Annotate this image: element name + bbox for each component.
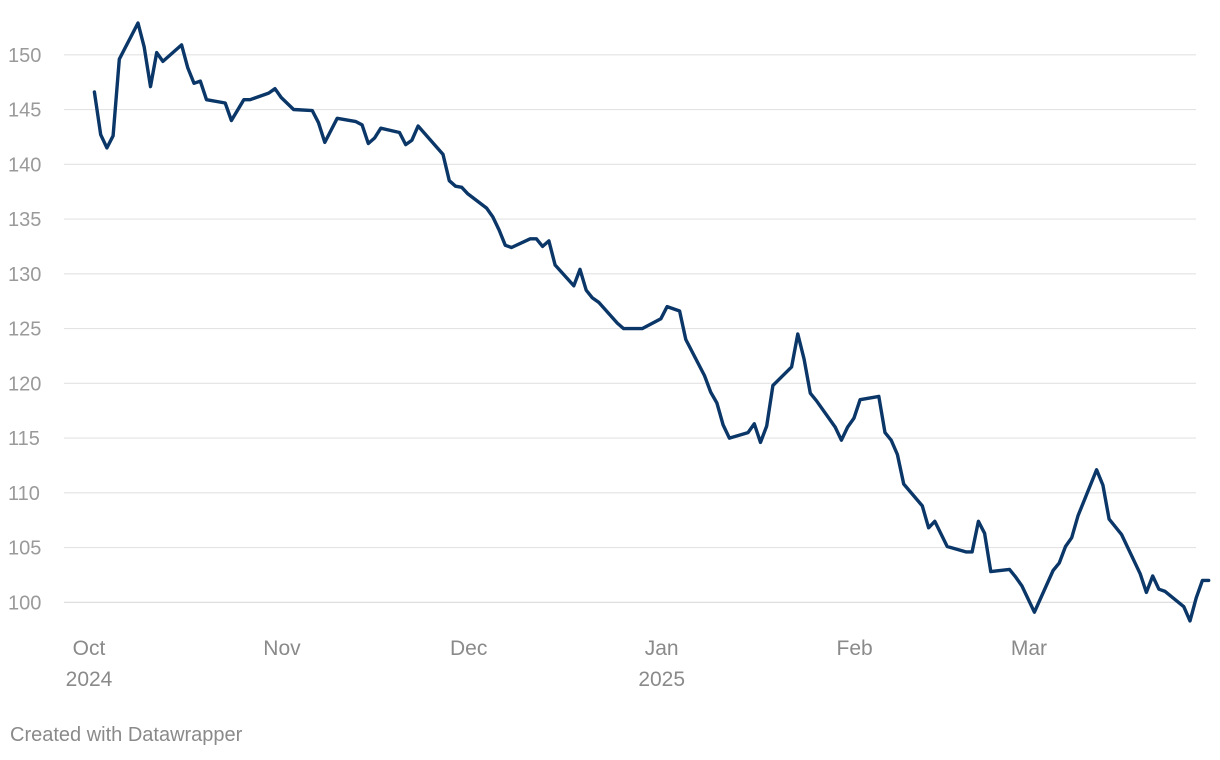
y-tick-label-140: 140 — [8, 154, 41, 176]
x-tick-label-jan: Jan — [645, 637, 679, 660]
x-tick-label-dec: Dec — [450, 637, 487, 660]
series-layer — [92, 21, 1211, 623]
x-tick-label-mar: Mar — [1011, 637, 1047, 660]
x-tick-label-feb: Feb — [837, 637, 873, 660]
y-tick-label-130: 130 — [8, 264, 41, 286]
series-line-1 — [92, 21, 1211, 623]
x-tick-year-2024: 2024 — [66, 668, 113, 691]
y-tick-label-145: 145 — [8, 100, 41, 122]
y-tick-label-120: 120 — [8, 373, 41, 395]
y-tick-label-105: 105 — [8, 538, 41, 560]
x-axis-tick-labels: Oct 2024 Nov Dec Jan 2025 Feb Mar — [66, 637, 1047, 691]
x-tick-label-oct: Oct — [73, 637, 106, 660]
y-axis-tick-labels: 100 105 110 115 120 125 130 135 140 145 150 — [8, 45, 41, 614]
y-tick-label-115: 115 — [8, 428, 40, 450]
line-chart: 100 105 110 115 120 125 130 135 140 145 150 Oct 202… — [8, 21, 1211, 691]
x-tick-label-nov: Nov — [263, 637, 301, 660]
y-tick-label-110: 110 — [8, 483, 40, 505]
y-tick-label-135: 135 — [8, 209, 41, 231]
x-tick-year-2025: 2025 — [638, 668, 685, 691]
y-tick-label-125: 125 — [8, 319, 41, 341]
y-tick-label-100: 100 — [8, 592, 41, 614]
y-tick-label-150: 150 — [8, 45, 41, 67]
datawrapper-credit: Created with Datawrapper — [10, 724, 243, 746]
